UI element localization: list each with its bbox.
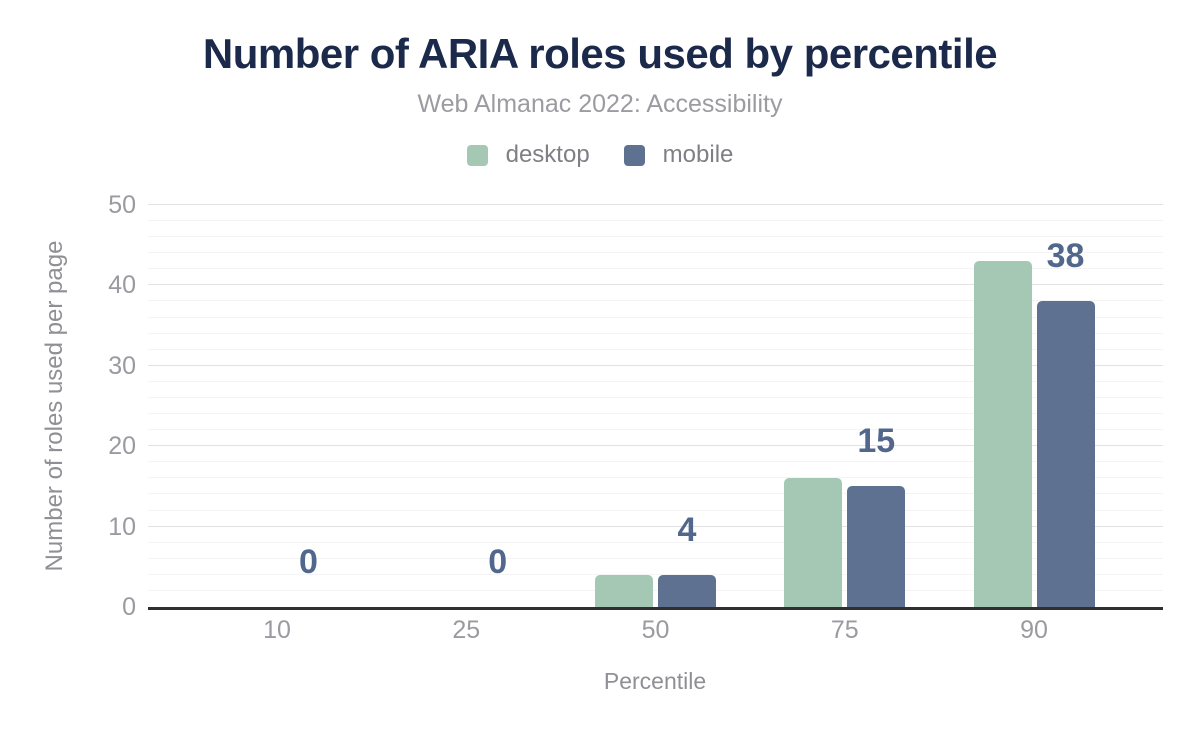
chart-subtitle: Web Almanac 2022: Accessibility (417, 90, 783, 118)
gridline-16 (148, 477, 1163, 479)
gridline-22 (148, 429, 1163, 431)
x-tick-25: 25 (452, 616, 481, 644)
gridline-24 (148, 413, 1163, 415)
y-tick-50: 50 (108, 191, 136, 219)
gridline-8 (148, 541, 1163, 543)
gridline-34 (148, 332, 1163, 334)
x-tick-10: 10 (263, 616, 291, 644)
gridline-30 (148, 364, 1163, 366)
data-label-p25: 0 (488, 543, 508, 581)
data-label-p75: 15 (857, 422, 896, 461)
gridline-10 (148, 525, 1163, 527)
y-tick-30: 30 (108, 351, 136, 380)
gridline-28 (148, 380, 1163, 382)
x-axis-ticks: 10 25 50 75 90 (148, 616, 1163, 646)
gridline-48 (148, 220, 1163, 222)
gridline-26 (148, 396, 1163, 398)
plot-area: 0 0 4 15 38 (148, 204, 1163, 610)
gridline-46 (148, 236, 1163, 238)
bar-mobile-p75 (847, 486, 906, 607)
gridline-18 (148, 461, 1163, 463)
gridline-4 (148, 573, 1163, 575)
legend-label-mobile: mobile (662, 141, 734, 168)
gridline-40 (148, 284, 1163, 286)
gridline-42 (148, 268, 1163, 270)
data-label-p90: 38 (1046, 237, 1085, 276)
gridline-44 (148, 252, 1163, 254)
legend: desktop mobile (0, 141, 1200, 169)
x-tick-75: 75 (830, 616, 859, 644)
y-tick-40: 40 (108, 271, 136, 300)
y-tick-20: 20 (108, 432, 136, 461)
bar-desktop-p90 (973, 261, 1032, 607)
bar-desktop-p75 (784, 478, 843, 607)
x-tick-90: 90 (1020, 616, 1048, 644)
gridline-14 (148, 493, 1163, 495)
bar-mobile-p50 (658, 574, 716, 607)
legend-swatch-desktop (466, 144, 488, 166)
y-axis-ticks: 0 10 20 30 40 50 (40, 191, 136, 621)
bar-mobile-p90 (1036, 301, 1095, 607)
data-label-p50: 4 (677, 510, 697, 549)
y-tick-10: 10 (108, 512, 136, 541)
gridline-20 (148, 445, 1163, 447)
gridline-50 (148, 204, 1163, 205)
legend-swatch-mobile (623, 144, 645, 166)
y-tick-0: 0 (122, 593, 136, 621)
legend-item-mobile: mobile (623, 141, 734, 169)
x-axis-label: Percentile (603, 668, 707, 694)
gridline-38 (148, 300, 1163, 302)
legend-label-desktop: desktop (505, 141, 590, 168)
x-tick-50: 50 (641, 616, 670, 644)
gridline-12 (148, 509, 1163, 511)
gridline-6 (148, 557, 1163, 559)
gridline-2 (148, 589, 1163, 591)
chart-title: Number of ARIA roles used by percentile (202, 30, 998, 77)
legend-item-desktop: desktop (466, 141, 590, 169)
data-label-p10: 0 (299, 543, 318, 581)
gridline-36 (148, 316, 1163, 318)
gridline-32 (148, 348, 1163, 350)
bar-desktop-p50 (595, 574, 653, 607)
